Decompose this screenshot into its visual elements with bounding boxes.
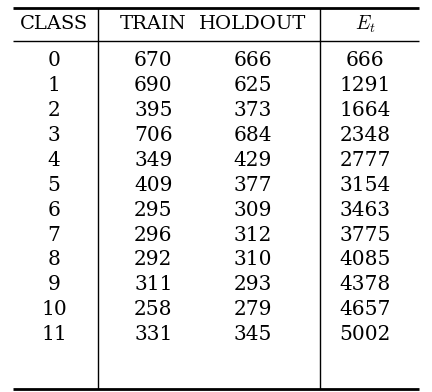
Text: CLASS: CLASS xyxy=(20,15,88,33)
Text: 8: 8 xyxy=(48,250,60,269)
Text: 295: 295 xyxy=(134,201,173,220)
Text: 706: 706 xyxy=(134,126,173,145)
Text: 2777: 2777 xyxy=(340,151,391,170)
Text: 377: 377 xyxy=(233,176,272,195)
Text: 2: 2 xyxy=(48,101,60,120)
Text: 2348: 2348 xyxy=(340,126,391,145)
Text: HOLDOUT: HOLDOUT xyxy=(199,15,306,33)
Text: 0: 0 xyxy=(48,51,60,70)
Text: 1: 1 xyxy=(48,76,60,95)
Text: 349: 349 xyxy=(134,151,172,170)
Text: 690: 690 xyxy=(134,76,173,95)
Text: 312: 312 xyxy=(234,225,272,245)
Text: 258: 258 xyxy=(134,300,173,319)
Text: 11: 11 xyxy=(41,325,67,344)
Text: 6: 6 xyxy=(48,201,60,220)
Text: 279: 279 xyxy=(233,300,272,319)
Text: 3154: 3154 xyxy=(340,176,391,195)
Text: 5002: 5002 xyxy=(340,325,391,344)
Text: 7: 7 xyxy=(48,225,60,245)
Text: 3463: 3463 xyxy=(340,201,391,220)
Text: 666: 666 xyxy=(346,51,384,70)
Text: 5: 5 xyxy=(48,176,60,195)
Text: TRAIN: TRAIN xyxy=(120,15,187,33)
Text: 310: 310 xyxy=(233,250,272,269)
Text: 670: 670 xyxy=(134,51,173,70)
Text: 666: 666 xyxy=(233,51,272,70)
Text: 429: 429 xyxy=(234,151,272,170)
Text: 4: 4 xyxy=(48,151,60,170)
Text: 684: 684 xyxy=(233,126,272,145)
Text: 309: 309 xyxy=(233,201,272,220)
Text: 3: 3 xyxy=(48,126,60,145)
Text: 1664: 1664 xyxy=(340,101,391,120)
Text: 1291: 1291 xyxy=(340,76,391,95)
Text: 395: 395 xyxy=(134,101,173,120)
Text: 625: 625 xyxy=(233,76,272,95)
Text: 4085: 4085 xyxy=(340,250,391,269)
Text: 10: 10 xyxy=(41,300,67,319)
Text: 311: 311 xyxy=(134,275,173,294)
Text: 345: 345 xyxy=(234,325,272,344)
Text: 293: 293 xyxy=(234,275,272,294)
Text: 296: 296 xyxy=(134,225,173,245)
Text: 331: 331 xyxy=(134,325,172,344)
Text: 3775: 3775 xyxy=(340,225,391,245)
Text: 4657: 4657 xyxy=(340,300,391,319)
Text: 373: 373 xyxy=(234,101,272,120)
Text: 292: 292 xyxy=(134,250,172,269)
Text: 9: 9 xyxy=(48,275,60,294)
Text: $E_t$: $E_t$ xyxy=(355,14,375,35)
Text: 4378: 4378 xyxy=(340,275,391,294)
Text: 409: 409 xyxy=(134,176,173,195)
